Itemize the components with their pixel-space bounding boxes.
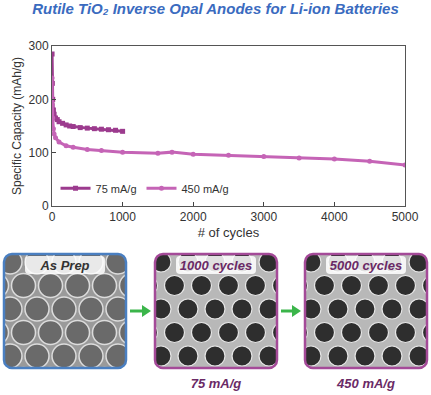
svg-text:0: 0 <box>49 210 56 224</box>
svg-text:450 mA/g: 450 mA/g <box>336 376 395 391</box>
svg-text:0: 0 <box>42 199 49 213</box>
svg-text:200: 200 <box>29 93 49 107</box>
svg-text:300: 300 <box>29 39 49 53</box>
svg-text:75 mA/g: 75 mA/g <box>96 183 137 195</box>
svg-text:# of cycles: # of cycles <box>198 225 260 240</box>
svg-text:5000 cycles: 5000 cycles <box>330 258 402 273</box>
svg-text:3000: 3000 <box>250 210 277 224</box>
svg-text:100: 100 <box>29 146 49 160</box>
svg-text:Rutile TiO₂ Inverse Opal Anode: Rutile TiO₂ Inverse Opal Anodes for Li-i… <box>32 0 399 17</box>
svg-text:1000: 1000 <box>109 210 136 224</box>
svg-text:4000: 4000 <box>321 210 348 224</box>
svg-text:Specific Capacity (mAh/g): Specific Capacity (mAh/g) <box>10 57 24 195</box>
svg-text:450 mA/g: 450 mA/g <box>181 183 228 195</box>
svg-text:1000 cycles: 1000 cycles <box>180 258 252 273</box>
svg-text:2000: 2000 <box>180 210 207 224</box>
svg-text:75 mA/g: 75 mA/g <box>191 376 242 391</box>
svg-text:As Prep: As Prep <box>39 258 89 273</box>
svg-text:5000: 5000 <box>392 210 419 224</box>
